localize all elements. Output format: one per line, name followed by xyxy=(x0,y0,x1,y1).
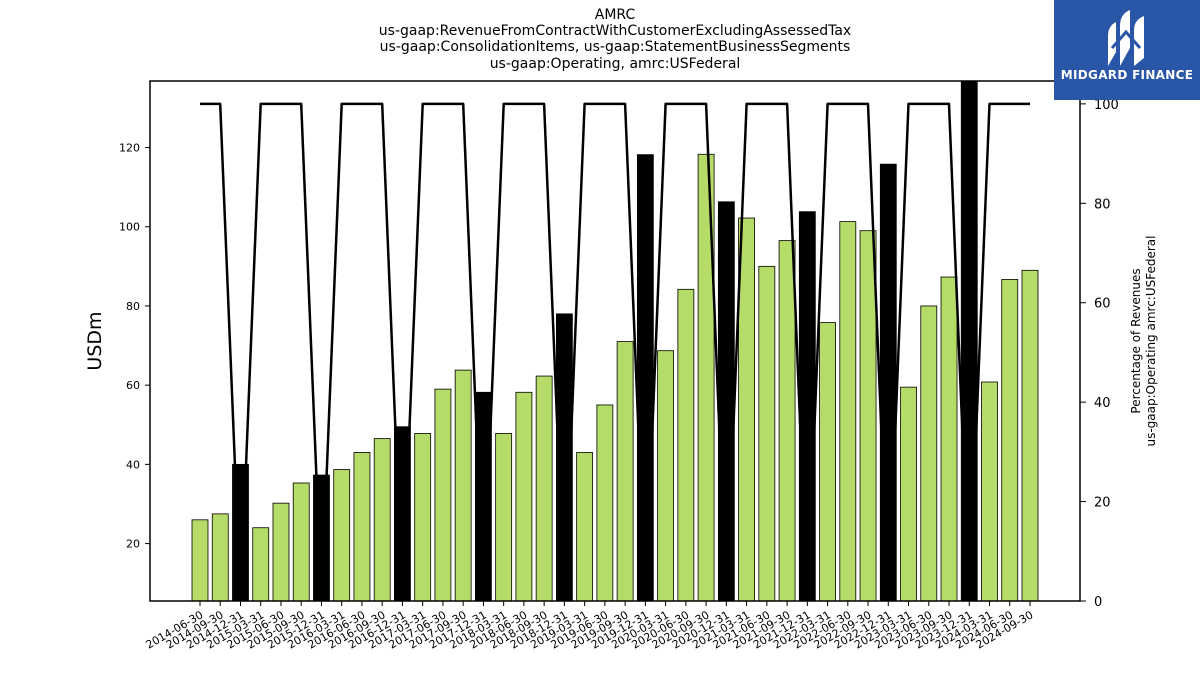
y2-tick-label-40: 40 xyxy=(1094,396,1111,411)
y2-tick-label-0: 0 xyxy=(1094,595,1102,610)
y-tick-label-20: 20 xyxy=(126,538,140,551)
bar-2023-12-31 xyxy=(960,80,978,602)
bar-2023-03-31 xyxy=(900,386,917,602)
bar-2014-06-30 xyxy=(191,519,209,602)
bar-2017-03-31 xyxy=(414,433,432,602)
bar-2020-12-31 xyxy=(717,201,735,602)
bar-2023-06-30 xyxy=(920,305,938,602)
bar-2021-12-31 xyxy=(798,211,816,602)
bar-2016-06-30 xyxy=(353,452,371,602)
y2-tick-label-20: 20 xyxy=(1094,496,1111,511)
bar-2015-06-30 xyxy=(272,502,290,602)
bar-2018-06-30 xyxy=(515,391,533,602)
y2-axis-label-line-1: Percentage of Revenues xyxy=(1129,268,1143,413)
chart-title-line-3: us-gaap:ConsolidationItems, us-gaap:Stat… xyxy=(379,39,851,55)
y2-tick-label-80: 80 xyxy=(1094,197,1111,212)
bar-2022-09-30 xyxy=(859,230,877,602)
bar-2017-12-31 xyxy=(475,391,492,602)
y2-tick-label-60: 60 xyxy=(1094,297,1111,312)
midgard-logo-icon xyxy=(1108,10,1144,66)
bar-2021-06-30 xyxy=(758,265,776,602)
bar-2024-09-30 xyxy=(1021,269,1039,602)
bar-2024-03-31 xyxy=(981,381,998,602)
bar-2017-06-30 xyxy=(434,388,452,602)
chart-title-line-2: us-gaap:RevenueFromContractWithCustomerE… xyxy=(378,23,852,39)
bar-2018-09-30 xyxy=(535,375,553,602)
y-tick-label-100: 100 xyxy=(119,221,140,234)
chart-title-line-4: us-gaap:Operating, amrc:USFederal xyxy=(489,56,741,72)
bar-2022-03-31 xyxy=(819,322,836,602)
bar-2020-03-31 xyxy=(657,350,675,602)
y-tick-label-60: 60 xyxy=(126,379,140,392)
bar-2019-12-31 xyxy=(636,154,654,602)
y2-axis-label-line-2: us-gaap:Operating amrc:USFederal xyxy=(1144,236,1158,447)
bar-2019-06-30 xyxy=(596,404,614,602)
percentage-line xyxy=(200,102,1030,601)
bar-2018-03-31 xyxy=(495,433,513,602)
bar-2022-06-30 xyxy=(839,221,857,602)
plot-frame xyxy=(149,80,1081,602)
bar-2021-09-30 xyxy=(778,240,796,602)
bar-2020-06-30 xyxy=(677,288,695,602)
y-tick-label-40: 40 xyxy=(126,458,140,471)
bar-2021-03-31 xyxy=(738,217,755,602)
bar-2016-09-30 xyxy=(373,438,391,602)
bar-2023-09-30 xyxy=(940,276,958,602)
bar-2016-03-31 xyxy=(333,469,351,602)
bar-2019-09-30 xyxy=(616,341,634,602)
logo-text: MIDGARD FINANCE xyxy=(1060,68,1194,82)
bar-2015-09-30 xyxy=(292,482,310,602)
y-axis-label: USDm xyxy=(84,311,106,370)
midgard-finance-logo: MIDGARD FINANCE xyxy=(1054,0,1200,100)
chart-title-line-1: AMRC xyxy=(594,7,636,23)
bar-2022-12-31 xyxy=(879,163,897,602)
y-tick-label-80: 80 xyxy=(126,300,140,313)
bar-2015-03-31 xyxy=(252,527,270,602)
bar-2019-03-31 xyxy=(576,452,594,602)
bar-2017-09-30 xyxy=(454,369,472,602)
bar-2014-09-30 xyxy=(211,513,229,602)
bar-2024-06-30 xyxy=(1001,279,1019,602)
y2-tick-label-100: 100 xyxy=(1094,98,1119,113)
y-tick-label-120: 120 xyxy=(119,142,140,155)
